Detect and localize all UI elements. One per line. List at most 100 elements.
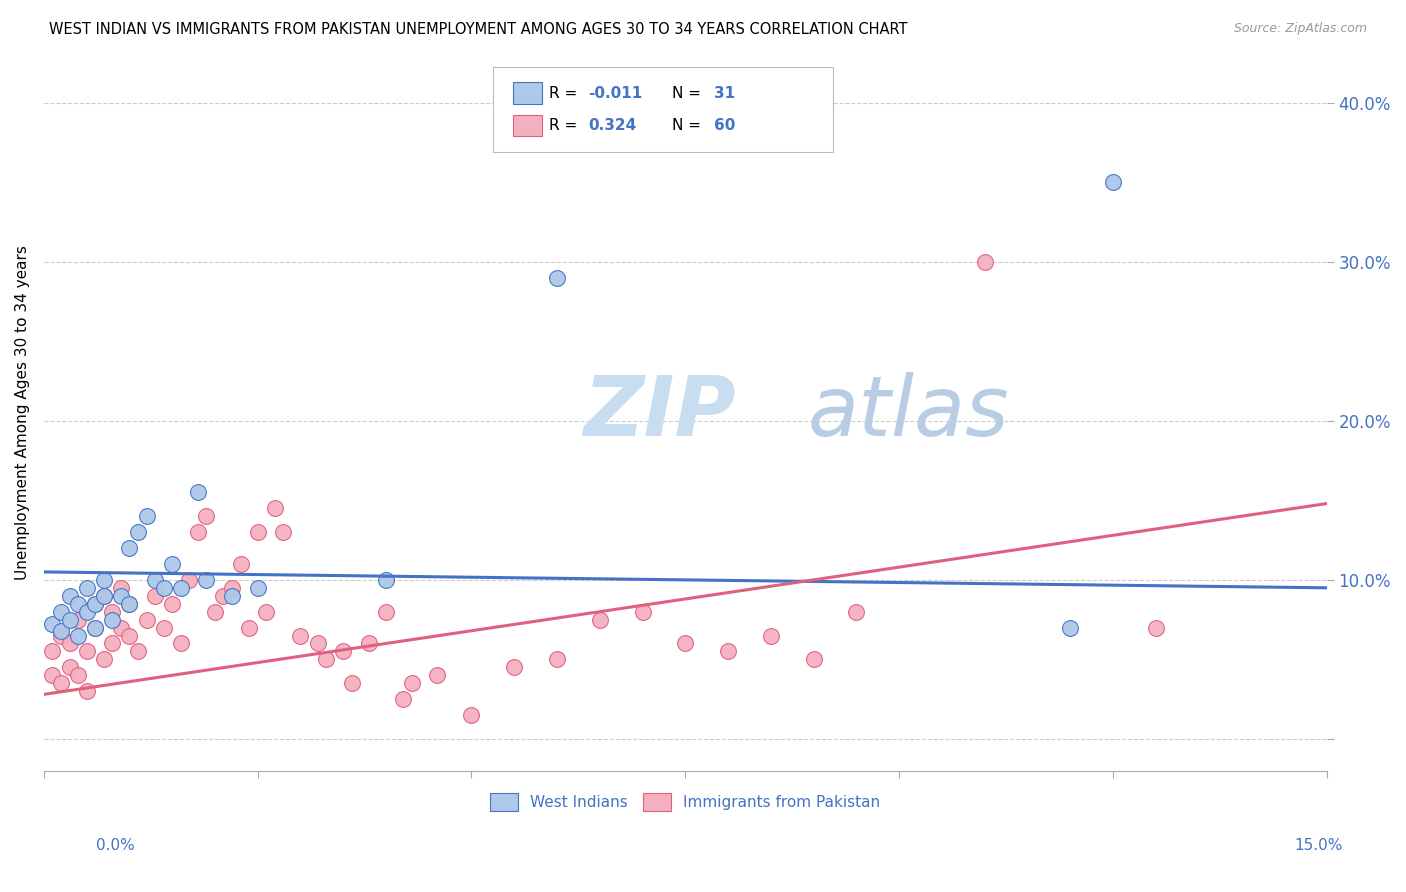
Point — [392, 692, 415, 706]
Point — [67, 613, 90, 627]
Legend: West Indians, Immigrants from Pakistan: West Indians, Immigrants from Pakistan — [485, 787, 886, 817]
Point — [375, 605, 398, 619]
Point — [221, 581, 243, 595]
Point — [49, 676, 72, 690]
Point — [84, 597, 107, 611]
Point — [273, 525, 295, 540]
Point — [179, 573, 201, 587]
Y-axis label: Unemployment Among Ages 30 to 34 years: Unemployment Among Ages 30 to 34 years — [15, 245, 30, 581]
Point — [717, 644, 740, 658]
Point — [93, 573, 115, 587]
Point — [49, 605, 72, 619]
Point — [76, 605, 98, 619]
Text: 15.0%: 15.0% — [1295, 838, 1343, 853]
Point — [631, 605, 654, 619]
Point — [49, 624, 72, 638]
Point — [460, 708, 482, 723]
Point — [246, 581, 269, 595]
Point — [135, 509, 157, 524]
Point — [67, 597, 90, 611]
Point — [127, 644, 149, 658]
Point — [41, 617, 63, 632]
Point — [221, 589, 243, 603]
Point — [307, 636, 329, 650]
Point — [803, 652, 825, 666]
Point — [84, 621, 107, 635]
Text: 31: 31 — [713, 86, 735, 101]
Point — [160, 557, 183, 571]
Point — [290, 628, 312, 642]
Point — [152, 621, 174, 635]
Point — [58, 660, 80, 674]
FancyBboxPatch shape — [513, 82, 541, 103]
Point — [254, 605, 277, 619]
Point — [315, 652, 337, 666]
FancyBboxPatch shape — [494, 67, 832, 152]
Point — [76, 581, 98, 595]
Point — [401, 676, 423, 690]
Point — [143, 573, 166, 587]
Point — [246, 525, 269, 540]
Point — [110, 581, 132, 595]
Point — [160, 597, 183, 611]
Point — [101, 636, 124, 650]
Point — [170, 581, 193, 595]
Point — [49, 628, 72, 642]
Point — [118, 628, 141, 642]
Point — [187, 525, 209, 540]
Text: -0.011: -0.011 — [588, 86, 643, 101]
Point — [375, 573, 398, 587]
Point — [135, 613, 157, 627]
Point — [332, 644, 354, 658]
Point — [589, 613, 612, 627]
Point — [759, 628, 782, 642]
Text: atlas: atlas — [807, 373, 1008, 453]
Point — [84, 597, 107, 611]
Text: N =: N = — [672, 118, 706, 133]
Point — [426, 668, 449, 682]
Text: R =: R = — [550, 118, 582, 133]
Point — [143, 589, 166, 603]
Point — [58, 636, 80, 650]
Point — [1059, 621, 1081, 635]
Point — [340, 676, 363, 690]
Point — [673, 636, 696, 650]
Point — [118, 597, 141, 611]
Point — [357, 636, 380, 650]
FancyBboxPatch shape — [513, 114, 541, 136]
Point — [195, 573, 218, 587]
Point — [263, 501, 285, 516]
Text: 0.0%: 0.0% — [96, 838, 135, 853]
Point — [973, 255, 995, 269]
Point — [118, 597, 141, 611]
Point — [41, 668, 63, 682]
Text: R =: R = — [550, 86, 582, 101]
Point — [152, 581, 174, 595]
Point — [67, 628, 90, 642]
Point — [187, 485, 209, 500]
Point — [76, 644, 98, 658]
Point — [170, 636, 193, 650]
Point — [127, 525, 149, 540]
Point — [110, 621, 132, 635]
Point — [41, 644, 63, 658]
Point — [58, 589, 80, 603]
Text: Source: ZipAtlas.com: Source: ZipAtlas.com — [1233, 22, 1367, 36]
Point — [67, 668, 90, 682]
Text: ZIP: ZIP — [582, 373, 735, 453]
Point — [212, 589, 235, 603]
Point — [1102, 175, 1125, 189]
Point — [546, 652, 568, 666]
Point — [195, 509, 218, 524]
Text: WEST INDIAN VS IMMIGRANTS FROM PAKISTAN UNEMPLOYMENT AMONG AGES 30 TO 34 YEARS C: WEST INDIAN VS IMMIGRANTS FROM PAKISTAN … — [49, 22, 908, 37]
Point — [845, 605, 868, 619]
Point — [93, 652, 115, 666]
Text: 60: 60 — [713, 118, 735, 133]
Point — [58, 613, 80, 627]
Point — [101, 613, 124, 627]
Point — [93, 589, 115, 603]
Text: 0.324: 0.324 — [588, 118, 636, 133]
Text: N =: N = — [672, 86, 706, 101]
Point — [546, 270, 568, 285]
Point — [238, 621, 260, 635]
